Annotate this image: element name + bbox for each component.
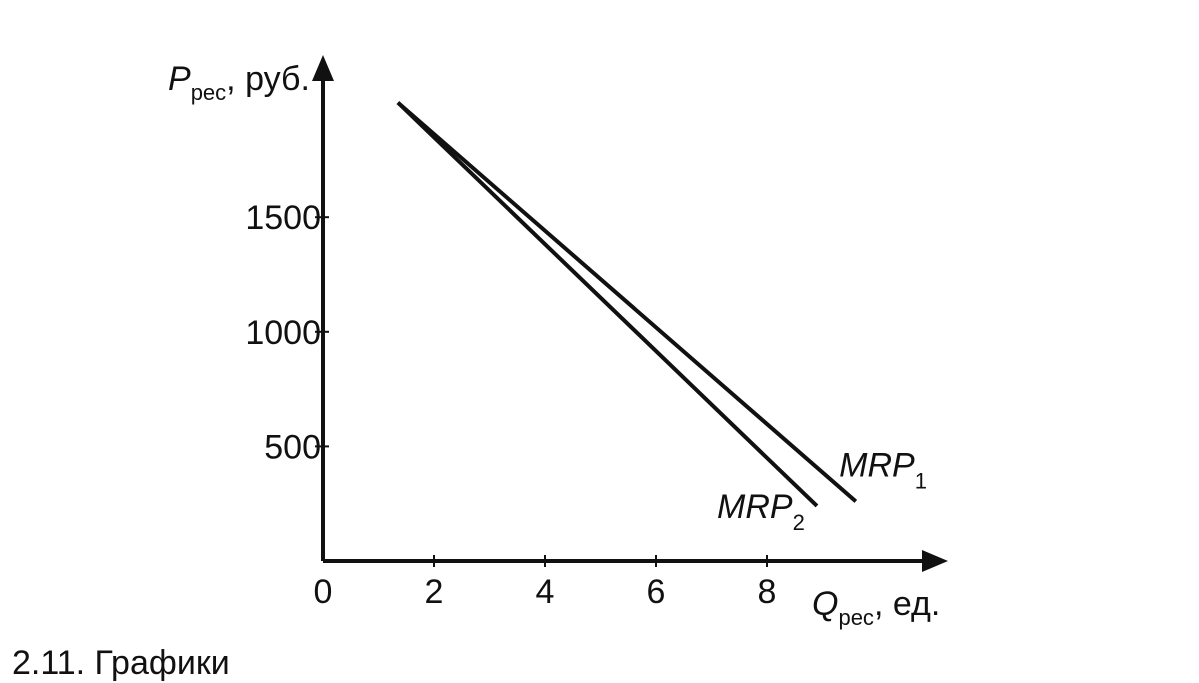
x-tick-label: 2: [425, 573, 444, 611]
series-label-main: MRP: [839, 447, 915, 485]
x-axis-label-subscript: рес: [838, 605, 873, 630]
x-tick-label: 6: [647, 573, 666, 611]
series-line-mrp2: [396, 101, 819, 508]
y-axis-label-main: P: [168, 60, 191, 98]
x-axis-arrow: [922, 550, 948, 572]
series-label-main: MRP: [717, 488, 793, 526]
series-label-subscript: 2: [793, 510, 805, 535]
y-tick-label: 500: [264, 428, 321, 466]
series-label: MRP1: [839, 447, 927, 494]
y-axis-label-subscript: рес: [191, 80, 226, 105]
series-group: [396, 101, 858, 508]
y-axis-arrow: [312, 55, 334, 81]
x-axis-label-main: Q: [812, 585, 838, 623]
x-tick-label: 8: [758, 573, 777, 611]
series-label: MRP2: [717, 488, 805, 535]
figure-caption: 2.11. Графики: [12, 644, 230, 682]
y-tick-label: 1000: [245, 314, 321, 352]
x-axis-label: Qрес, ед.: [812, 585, 940, 630]
y-tick-label: 1500: [245, 199, 321, 237]
y-axis-label: Pрес, руб.: [168, 60, 310, 105]
x-axis-label-rest: , ед.: [874, 585, 940, 623]
axes: [312, 55, 948, 572]
series-line-mrp1: [396, 101, 858, 503]
tick-group: 0 2 4 6 8 500 1000 1500: [245, 199, 776, 611]
y-axis-label-rest: , руб.: [226, 60, 310, 98]
series-label-subscript: 1: [915, 469, 927, 494]
x-tick-label: 4: [536, 573, 555, 611]
x-tick-label: 0: [314, 573, 333, 611]
